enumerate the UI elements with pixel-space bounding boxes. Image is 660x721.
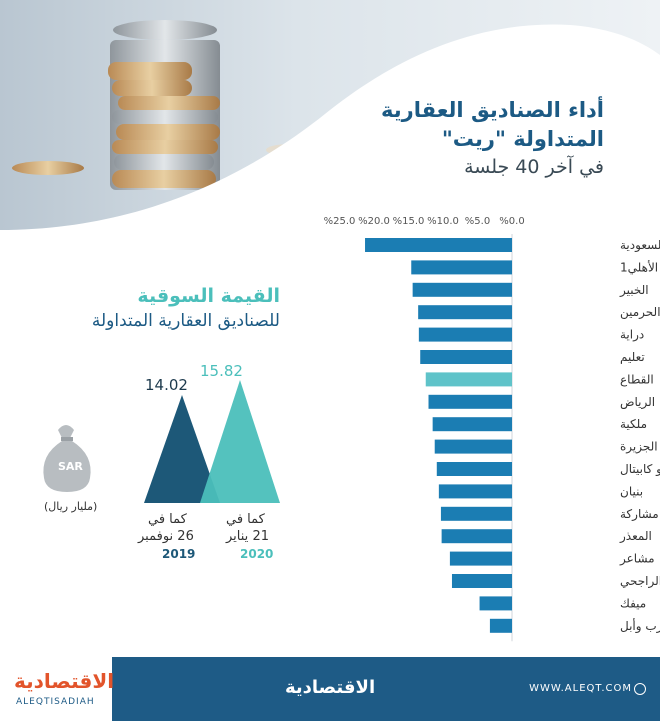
footer: الاقتصادية ALEQTISADIAH الاقتصادية WWW.A… bbox=[0, 657, 660, 721]
footer-logo-box: الاقتصادية ALEQTISADIAH bbox=[0, 657, 115, 721]
category-label: مشاعر bbox=[619, 552, 655, 567]
bar bbox=[411, 260, 512, 275]
footer-logo-latin: ALEQTISADIAH bbox=[16, 697, 95, 707]
title-line-2: المتداولة "ريت" bbox=[441, 127, 604, 151]
bar bbox=[479, 596, 512, 611]
market-value-title: القيمة السوقية bbox=[137, 285, 280, 307]
bar bbox=[428, 394, 512, 409]
category-label: الخبير bbox=[619, 283, 649, 298]
bar bbox=[440, 506, 512, 521]
header-photo bbox=[0, 0, 660, 235]
bar bbox=[420, 350, 512, 364]
category-label: الأهلي1 bbox=[620, 259, 658, 274]
bar bbox=[412, 282, 512, 297]
bar bbox=[418, 327, 512, 342]
globe-icon bbox=[634, 683, 646, 695]
category-label: بنيان bbox=[620, 484, 643, 498]
category-label: دراية bbox=[620, 328, 644, 343]
date-2019-line2: 26 نوفمبر bbox=[138, 529, 194, 544]
unit-label: (مليار ريال) bbox=[44, 500, 98, 513]
value-2019: 14.02 bbox=[145, 376, 188, 394]
money-bag-label: SAR bbox=[58, 460, 83, 473]
category-label: جدوى الحرمين bbox=[620, 305, 660, 320]
category-label: ملكية bbox=[620, 417, 647, 431]
category-label: جدوى السعودية bbox=[620, 238, 660, 253]
year-2019: 2019 bbox=[162, 547, 196, 561]
title-line-1: أداء الصناديق العقارية bbox=[380, 98, 604, 122]
bar bbox=[365, 238, 512, 252]
date-2020-line1: كما في bbox=[226, 512, 265, 527]
x-tick-label: %20.0 bbox=[358, 216, 390, 227]
category-label: ميفك bbox=[620, 596, 646, 610]
bar bbox=[451, 574, 512, 588]
bar bbox=[441, 529, 512, 544]
bar bbox=[436, 462, 512, 476]
category-label: سدكو كابيتال bbox=[620, 462, 660, 477]
bar bbox=[434, 439, 512, 454]
triangle-2020 bbox=[200, 380, 280, 503]
bar bbox=[438, 484, 512, 499]
bar bbox=[489, 618, 512, 633]
market-value-subtitle: للصناديق العقارية المتداولة bbox=[91, 311, 280, 331]
website-text: WWW.ALEQT.COM bbox=[529, 683, 632, 694]
x-tick-label: %15.0 bbox=[393, 216, 425, 227]
category-label: الجزيرة bbox=[620, 440, 658, 455]
market-value-triangles bbox=[43, 380, 280, 503]
date-2020-line2: 21 يناير bbox=[226, 529, 269, 544]
x-tick-label: %0.0 bbox=[499, 216, 524, 227]
money-bag-icon bbox=[43, 425, 91, 492]
x-tick-label: %25.0 bbox=[324, 216, 356, 227]
bar bbox=[425, 372, 512, 387]
category-label: المعذر bbox=[619, 529, 652, 544]
category-label: القطاع bbox=[620, 372, 654, 386]
category-label: تعليم bbox=[620, 350, 645, 364]
x-tick-label: %5.0 bbox=[465, 216, 490, 227]
bar-chart: %0.0 %5.0 %10.0%15.0%20.0%25.0 جدوى السعودي… bbox=[324, 216, 660, 642]
footer-center-logo: الاقتصادية bbox=[285, 677, 376, 698]
x-tick-label: %10.0 bbox=[427, 216, 459, 227]
triangle-2019 bbox=[144, 395, 220, 503]
category-label: الراجحي bbox=[620, 574, 660, 589]
footer-logo: الاقتصادية bbox=[14, 669, 115, 693]
category-label: سويكورب وأبل bbox=[620, 618, 660, 634]
category-label: مشاركة bbox=[620, 507, 659, 522]
bar bbox=[418, 305, 512, 320]
bar bbox=[449, 551, 512, 566]
date-2019-line1: كما في bbox=[148, 512, 187, 527]
footer-website: WWW.ALEQT.COM bbox=[529, 683, 632, 694]
value-2020: 15.82 bbox=[200, 362, 243, 380]
category-label: الرياض bbox=[620, 395, 655, 410]
title-line-3: في آخر 40 جلسة bbox=[464, 156, 604, 178]
year-2020: 2020 bbox=[240, 547, 274, 561]
bar bbox=[432, 417, 512, 432]
